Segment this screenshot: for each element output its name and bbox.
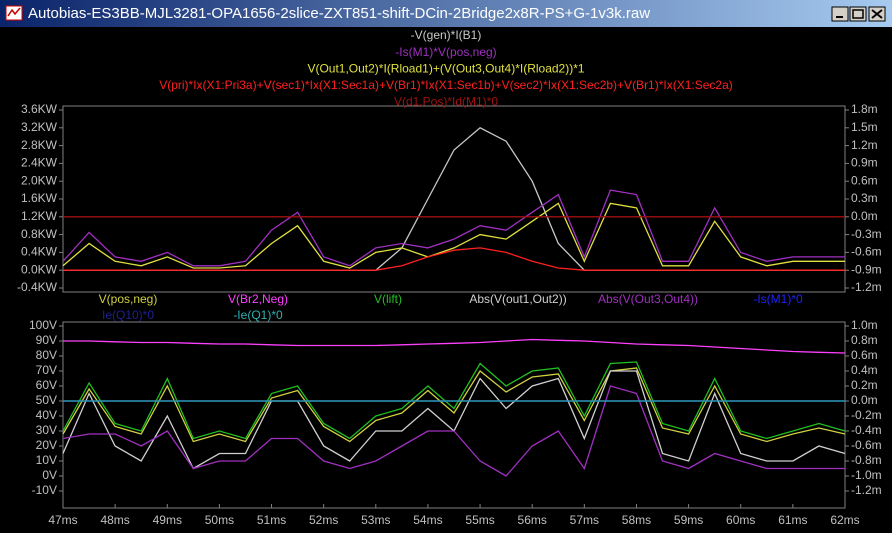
x-tick-label: 53ms [361, 513, 390, 527]
y2-tick-label: -0.9m [851, 262, 882, 276]
x-tick-label: 61ms [778, 513, 807, 527]
title-bar [0, 0, 892, 27]
y-tick-label: 70V [36, 363, 57, 377]
trace [63, 247, 845, 271]
bottom-pane-frame [62, 321, 846, 509]
y2-tick-label: -0.2m [851, 408, 882, 422]
y2-tick-label: 0.4m [851, 363, 878, 377]
y-tick-label: 0V [42, 468, 57, 482]
y-tick-label: 60V [36, 378, 57, 392]
y-tick-label: 90V [36, 333, 57, 347]
x-tick-label: 49ms [153, 513, 182, 527]
x-tick-label: 58ms [622, 513, 651, 527]
y2-tick-label: -0.6m [851, 245, 882, 259]
legend-label: V(d1,Pos)*Id(M1)*0 [394, 95, 498, 109]
x-tick-label: 47ms [48, 513, 77, 527]
y2-tick-label: -1.0m [851, 468, 882, 482]
y2-tick-label: 0.9m [851, 156, 878, 170]
y2-tick-label: 1.8m [851, 102, 878, 116]
y-tick-label: 0.4KW [21, 245, 58, 259]
y-tick-label: 80V [36, 348, 57, 362]
trace [62, 361, 846, 440]
x-tick-label: 52ms [309, 513, 338, 527]
y2-tick-label: 0.6m [851, 173, 878, 187]
trace [62, 385, 845, 477]
y-tick-label: 10V [36, 453, 57, 467]
legend-label: V(Br2,Neg) [228, 292, 288, 306]
legend-label: V(pri)*Ix(X1:Pri3a)+V(sec1)*Ix(X1:Sec1a)… [159, 78, 733, 92]
y2-tick-label: 0.0m [851, 393, 878, 407]
trace [62, 367, 846, 443]
app-icon-glyph [7, 7, 21, 17]
y-tick-label: 1.6KW [21, 191, 58, 205]
y-tick-label: 3.2KW [21, 120, 58, 134]
y-tick-label: 0.0KW [21, 262, 58, 276]
y2-tick-label: -1.2m [851, 280, 882, 294]
y2-tick-label: 0.2m [851, 378, 878, 392]
window-title: Autobias-ES3BB-MJL3281-OPA1656-2slice-ZX… [28, 5, 650, 22]
y2-tick-label: 1.5m [851, 120, 878, 134]
legend-label: V(pos,neg) [99, 292, 158, 306]
y2-tick-label: -0.6m [851, 438, 882, 452]
trace [63, 127, 845, 271]
x-tick-label: 60ms [726, 513, 755, 527]
y2-tick-label: 0.3m [851, 191, 878, 205]
y-tick-label: 40V [36, 408, 57, 422]
y-tick-label: 30V [36, 423, 57, 437]
y2-tick-label: 1.0m [851, 318, 878, 332]
legend-label: Ie(Q10)*0 [102, 308, 154, 322]
y2-tick-label: 0.0m [851, 209, 878, 223]
x-tick-label: 62ms [830, 513, 859, 527]
x-tick-label: 56ms [518, 513, 547, 527]
y-tick-label: 3.6KW [21, 102, 58, 116]
y-tick-label: 2.8KW [21, 138, 58, 152]
y2-tick-label: -0.4m [851, 423, 882, 437]
legend-label: -Ie(Q1)*0 [233, 308, 283, 322]
y2-tick-label: -0.8m [851, 453, 882, 467]
y-tick-label: 2.0KW [21, 173, 58, 187]
x-tick-label: 50ms [205, 513, 234, 527]
legend-label: -Is(M1)*0 [753, 292, 803, 306]
x-tick-label: 55ms [465, 513, 494, 527]
legend-label: -V(gen)*I(B1) [411, 28, 482, 42]
legend-label: Abs(V(out1,Out2)) [469, 292, 566, 306]
y2-tick-label: 1.2m [851, 138, 878, 152]
trace [62, 189, 845, 267]
x-tick-label: 48ms [100, 513, 129, 527]
y-tick-label: 2.4KW [21, 156, 58, 170]
x-tick-label: 57ms [570, 513, 599, 527]
x-tick-label: 54ms [413, 513, 442, 527]
y-tick-label: -0.4KW [17, 280, 58, 294]
trace [62, 370, 846, 470]
trace [63, 338, 846, 354]
y2-tick-label: 0.6m [851, 348, 878, 362]
close-glyph [871, 9, 883, 19]
x-tick-label: 51ms [257, 513, 286, 527]
maximize-glyph [852, 9, 864, 19]
minimize-button[interactable] [831, 6, 849, 22]
y-tick-label: 20V [36, 438, 57, 452]
legend-label: -Is(M1)*V(pos,neg) [395, 45, 496, 59]
y-tick-label: 0.8KW [21, 227, 58, 241]
legend-label: V(lift) [374, 292, 402, 306]
y-tick-label: 1.2KW [21, 209, 58, 223]
y-tick-label: -10V [32, 483, 57, 497]
trace [62, 202, 845, 269]
top-pane-frame [62, 105, 846, 293]
legend-label: V(Out1,Out2)*I(Rload1)+(V(Out3,Out4)*I(R… [307, 61, 584, 75]
y-tick-label: 50V [36, 393, 57, 407]
legend-label: Abs(V(Out3,Out4)) [598, 292, 698, 306]
y2-tick-label: -0.3m [851, 227, 882, 241]
y2-tick-label: -1.2m [851, 483, 882, 497]
y2-tick-label: 0.8m [851, 333, 878, 347]
y-tick-label: 100V [29, 318, 57, 332]
x-tick-label: 59ms [674, 513, 703, 527]
